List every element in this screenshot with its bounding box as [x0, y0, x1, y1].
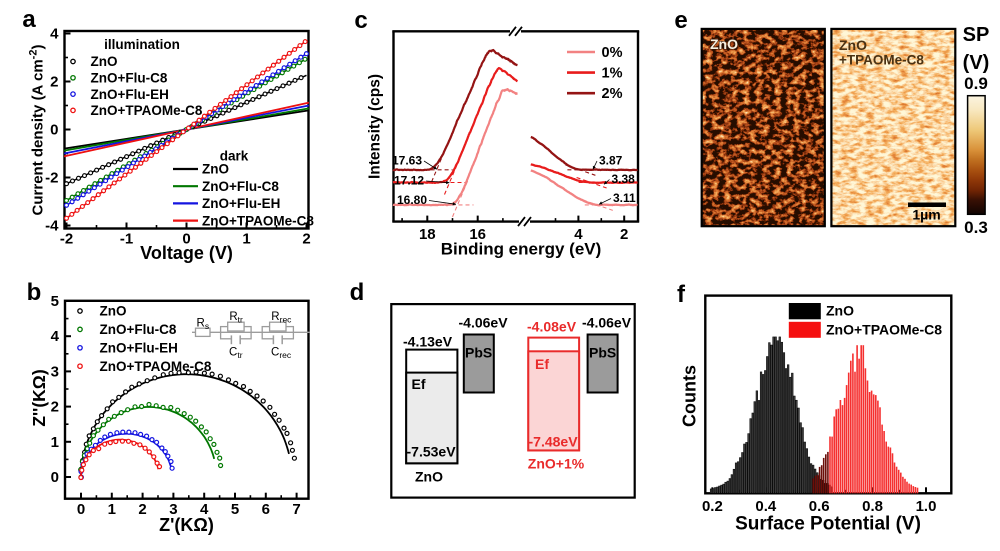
svg-text:0: 0	[182, 231, 190, 248]
svg-text:ZnO: ZnO	[100, 304, 127, 319]
svg-text:SP: SP	[963, 24, 990, 46]
svg-text:3.87: 3.87	[599, 154, 623, 168]
svg-text:b: b	[27, 279, 42, 306]
svg-text:4: 4	[574, 226, 583, 243]
svg-text:1: 1	[242, 231, 250, 248]
svg-text:ZnO+TPAOMe-C8: ZnO+TPAOMe-C8	[91, 103, 203, 118]
svg-text:0: 0	[51, 469, 59, 486]
svg-text:6: 6	[262, 501, 270, 518]
svg-text:-7.53eV: -7.53eV	[407, 444, 457, 460]
svg-text:2: 2	[302, 231, 310, 248]
svg-text:16: 16	[469, 226, 486, 243]
svg-text:PbS: PbS	[589, 345, 616, 361]
svg-text:1%: 1%	[602, 66, 623, 82]
svg-text:0: 0	[50, 122, 58, 139]
svg-text:ZnO: ZnO	[839, 37, 867, 53]
svg-text:2: 2	[51, 399, 59, 416]
svg-text:5: 5	[231, 501, 239, 518]
svg-text:0.4: 0.4	[755, 498, 777, 515]
svg-text:0.9: 0.9	[964, 74, 988, 93]
svg-text:18: 18	[419, 226, 436, 243]
svg-text:0.6: 0.6	[809, 498, 830, 515]
svg-text:-2: -2	[45, 170, 58, 187]
svg-text:ZnO+TPAOMe-C8: ZnO+TPAOMe-C8	[100, 359, 212, 374]
svg-text:c: c	[354, 7, 367, 34]
svg-text:dark: dark	[220, 149, 249, 164]
svg-text:17.12: 17.12	[394, 174, 424, 188]
svg-text:Rtr: Rtr	[229, 311, 243, 325]
svg-text:ZnO+Flu-EH: ZnO+Flu-EH	[100, 341, 178, 356]
svg-text:ZnO: ZnO	[710, 36, 738, 52]
svg-text:1: 1	[108, 501, 116, 518]
svg-text:+TPAOMe-C8: +TPAOMe-C8	[839, 53, 924, 68]
svg-text:4: 4	[200, 501, 209, 518]
svg-text:Crec: Crec	[271, 347, 292, 361]
svg-text:ZnO+1%: ZnO+1%	[528, 456, 585, 472]
svg-text:ZnO+Flu-C8: ZnO+Flu-C8	[202, 179, 279, 194]
svg-text:0.2: 0.2	[702, 498, 723, 515]
svg-text:2%: 2%	[602, 86, 623, 102]
svg-text:-7.48eV: -7.48eV	[529, 434, 579, 450]
svg-text:-1: -1	[120, 231, 133, 248]
svg-text:1.0: 1.0	[916, 498, 937, 515]
svg-text:4: 4	[51, 328, 60, 345]
svg-text:-4: -4	[45, 218, 59, 235]
svg-text:PbS: PbS	[465, 345, 492, 361]
svg-text:ZnO: ZnO	[826, 303, 854, 319]
svg-text:3: 3	[169, 501, 177, 518]
svg-text:illumination: illumination	[104, 37, 180, 52]
svg-text:ZnO+Flu-EH: ZnO+Flu-EH	[91, 87, 169, 102]
svg-text:ZnO+TPAOMe-C8: ZnO+TPAOMe-C8	[826, 321, 942, 337]
svg-text:ZnO+Flu-C8: ZnO+Flu-C8	[91, 71, 168, 86]
svg-text:Ef: Ef	[535, 356, 549, 372]
svg-text:0.8: 0.8	[862, 498, 883, 515]
svg-text:2: 2	[620, 226, 628, 243]
svg-text:ZnO: ZnO	[415, 469, 443, 485]
svg-text:-2: -2	[60, 231, 73, 248]
svg-text:3.38: 3.38	[612, 172, 636, 186]
svg-text:-4.08eV: -4.08eV	[527, 319, 577, 335]
svg-text:5: 5	[51, 293, 59, 310]
svg-text:-4.13eV: -4.13eV	[403, 334, 453, 350]
svg-text:Z'(KΩ): Z'(KΩ)	[159, 515, 214, 535]
svg-text:f: f	[677, 281, 686, 308]
svg-text:0: 0	[77, 501, 85, 518]
svg-text:Surface Potential (V): Surface Potential (V)	[735, 514, 921, 535]
svg-text:Ctr: Ctr	[229, 347, 243, 361]
svg-text:2: 2	[50, 74, 58, 91]
svg-text:e: e	[674, 7, 687, 34]
svg-text:1: 1	[51, 434, 59, 451]
svg-text:4: 4	[50, 26, 59, 43]
svg-text:Binding energy (eV): Binding energy (eV)	[441, 240, 602, 259]
svg-text:(V): (V)	[963, 52, 990, 74]
svg-text:16.80: 16.80	[397, 193, 427, 207]
svg-text:Ef: Ef	[412, 376, 426, 392]
svg-text:17.63: 17.63	[392, 154, 422, 168]
svg-text:ZnO: ZnO	[202, 162, 229, 177]
svg-text:Voltage (V): Voltage (V)	[140, 243, 233, 263]
svg-text:7: 7	[292, 501, 300, 518]
svg-text:Current density (A cm-2): Current density (A cm-2)	[28, 45, 47, 216]
svg-text:Intensity (cps): Intensity (cps)	[367, 74, 384, 179]
svg-text:3.11: 3.11	[613, 191, 636, 205]
svg-text:Counts: Counts	[680, 365, 700, 427]
svg-text:-4.06eV: -4.06eV	[582, 315, 632, 331]
svg-text:Rrec: Rrec	[271, 311, 292, 325]
svg-text:0%: 0%	[602, 45, 623, 61]
svg-text:1µm: 1µm	[912, 207, 940, 223]
svg-text:0.3: 0.3	[964, 218, 988, 237]
svg-text:-4.06eV: -4.06eV	[459, 315, 509, 331]
svg-text:a: a	[22, 6, 36, 33]
svg-text:ZnO+Flu-EH: ZnO+Flu-EH	[202, 196, 280, 211]
svg-text:Rs: Rs	[197, 318, 210, 332]
svg-text:ZnO+TPAOMe-C8: ZnO+TPAOMe-C8	[202, 213, 314, 228]
svg-text:d: d	[350, 279, 365, 306]
svg-text:ZnO: ZnO	[91, 54, 118, 69]
svg-text:2: 2	[138, 501, 146, 518]
svg-text:ZnO+Flu-C8: ZnO+Flu-C8	[100, 322, 177, 337]
svg-text:Z''(KΩ): Z''(KΩ)	[29, 369, 49, 426]
svg-text:3: 3	[51, 363, 59, 380]
